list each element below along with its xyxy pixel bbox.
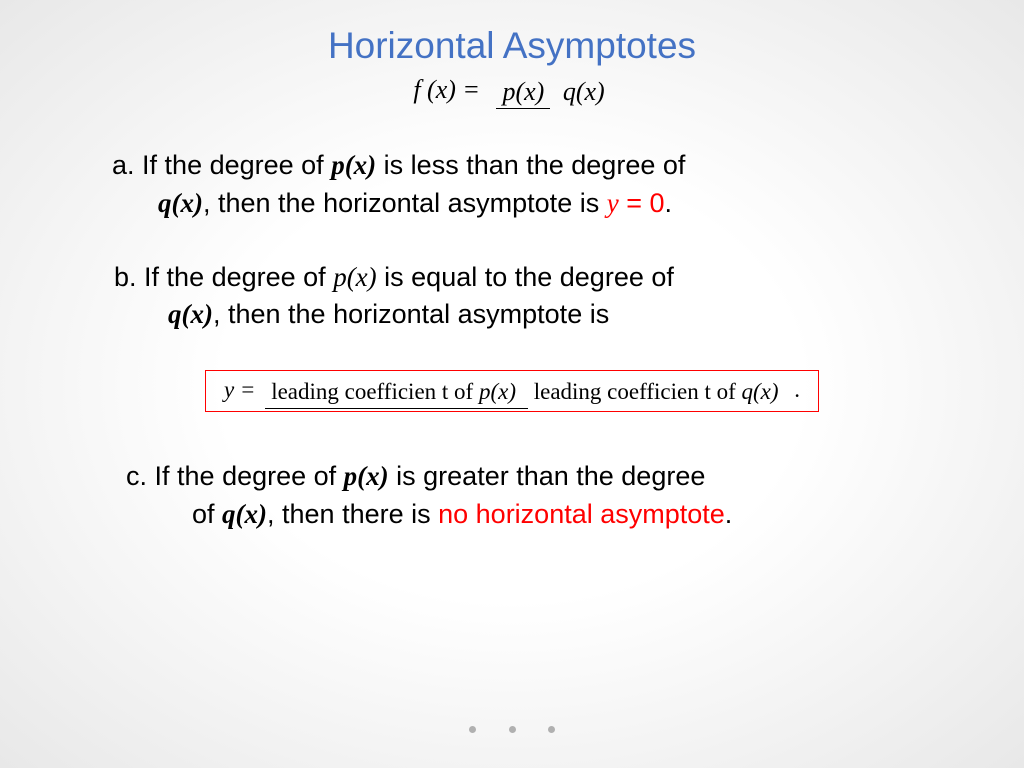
slide-container: Horizontal Asymptotes f (x) = p(x) q(x) … <box>0 0 1024 768</box>
boxed-num-fn: p(x) <box>479 379 516 404</box>
boxed-denominator: leading coefficien t of q(x) <box>528 375 785 404</box>
rule-a-highlight-y: y <box>607 188 619 218</box>
main-equation: f (x) = p(x) q(x) <box>100 75 924 107</box>
pager-dots <box>0 720 1024 738</box>
rule-a-text1: If the degree of <box>142 150 331 180</box>
equation-fraction: p(x) q(x) <box>496 77 610 107</box>
rule-b-label: b. <box>114 262 137 292</box>
equation-lhs: f (x) = <box>413 75 480 104</box>
rule-b-fn2: q(x) <box>168 299 213 329</box>
boxed-equation-wrap: y = leading coefficien t of p(x) leading… <box>100 370 924 412</box>
boxed-period: . <box>794 377 800 402</box>
rule-a-label: a. <box>112 150 135 180</box>
rule-b-text2: is equal to the degree of <box>377 262 674 292</box>
rule-c-label: c. <box>126 461 147 491</box>
rule-a-period: . <box>665 188 673 218</box>
equation-denominator: q(x) <box>557 75 611 106</box>
boxed-num-text: leading coefficien t of <box>271 379 479 404</box>
rule-c-text2: is greater than the degree <box>389 461 706 491</box>
pager-dot <box>469 726 476 733</box>
rule-a-fn2: q(x) <box>158 188 203 218</box>
rule-a-text2: is less than the degree of <box>376 150 685 180</box>
boxed-equation: y = leading coefficien t of p(x) leading… <box>205 370 819 412</box>
rule-c-period: . <box>725 499 733 529</box>
slide-title: Horizontal Asymptotes <box>100 25 924 67</box>
boxed-den-fn: q(x) <box>742 379 779 404</box>
rule-c-text2b: of <box>192 499 222 529</box>
rule-c-text1: If the degree of <box>155 461 344 491</box>
rule-c-fn2: q(x) <box>222 499 267 529</box>
rule-b-fn1: p(x) <box>333 262 376 292</box>
boxed-fraction: leading coefficien t of p(x) leading coe… <box>265 379 784 405</box>
rule-a-text3: , then the horizontal asymptote is <box>203 188 607 218</box>
rule-a-highlight-rest: = 0 <box>619 188 665 218</box>
rule-c-highlight: no horizontal asymptote <box>438 499 725 529</box>
boxed-yeq: y = <box>224 377 255 402</box>
rule-c: c. If the degree of p(x) is greater than… <box>100 458 924 534</box>
rule-b-text1: If the degree of <box>144 262 333 292</box>
rule-c-fn1: p(x) <box>344 461 389 491</box>
boxed-numerator: leading coefficien t of p(x) <box>265 379 528 409</box>
rule-a: a. If the degree of p(x) is less than th… <box>100 147 924 223</box>
pager-dot <box>548 726 555 733</box>
rule-c-text3: , then there is <box>267 499 438 529</box>
rule-b-text3: , then the horizontal asymptote is <box>213 299 609 329</box>
boxed-den-text: leading coefficien t of <box>534 379 742 404</box>
rule-a-fn1: p(x) <box>331 150 376 180</box>
pager-dot <box>509 726 516 733</box>
equation-numerator: p(x) <box>496 77 550 109</box>
rule-b: b. If the degree of p(x) is equal to the… <box>100 259 924 335</box>
